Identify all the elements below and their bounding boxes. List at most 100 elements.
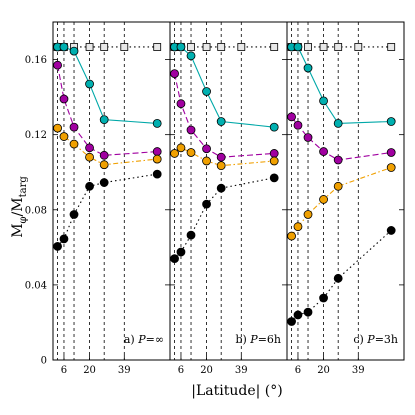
panel-label-eq: = <box>258 333 267 346</box>
data-point <box>186 230 196 240</box>
panel-2: 6 20 39 b) P=6h <box>169 21 288 376</box>
x-tick-label: 39 <box>235 365 248 376</box>
data-point <box>319 195 328 204</box>
data-point <box>59 42 69 52</box>
panel-label-value: ∞ <box>155 333 164 346</box>
data-point <box>202 43 211 51</box>
y-tick-label: 0.04 <box>25 280 47 291</box>
data-point <box>85 181 94 191</box>
data-point <box>170 69 179 79</box>
panel-label-eq: = <box>146 333 155 346</box>
data-point <box>333 119 343 128</box>
data-point <box>269 173 279 183</box>
data-point <box>99 150 109 160</box>
data-point <box>386 226 396 235</box>
series-line <box>174 147 275 167</box>
data-point <box>216 183 226 193</box>
data-point <box>303 133 313 142</box>
data-point <box>69 122 79 132</box>
data-point <box>152 119 162 128</box>
panel-label-value: 3h <box>384 333 398 346</box>
y-axis-title-sub-targ: targ <box>18 176 29 198</box>
series-line <box>291 116 392 161</box>
data-point <box>304 43 312 51</box>
y-tick-label: 0 <box>41 356 47 367</box>
x-tick-label: 6 <box>178 365 184 376</box>
data-point <box>100 43 109 51</box>
x-tick-label: 20 <box>83 365 96 376</box>
panel-label-var: P <box>249 333 258 346</box>
data-point <box>187 43 195 51</box>
data-point <box>152 154 162 164</box>
panel-1: 6 20 39 a) P=∞ <box>52 21 171 376</box>
x-tick-label: 39 <box>352 365 365 376</box>
data-point <box>293 222 303 232</box>
x-tick-label: 20 <box>317 365 330 376</box>
data-point <box>217 43 226 51</box>
y-axis-title-sub-phi: φ <box>18 216 29 223</box>
data-point <box>216 117 226 126</box>
data-point <box>85 152 94 162</box>
panel-label-prefix: b) <box>235 333 250 346</box>
data-point <box>176 143 186 153</box>
panel-3: 6 20 39 c) P=3h <box>286 21 405 376</box>
y-axis-title-denom: M <box>10 197 26 211</box>
data-point <box>69 210 79 219</box>
data-point <box>303 63 313 73</box>
x-axis-title: |Latitude| (°) <box>191 383 282 399</box>
panel-label: c) P=3h <box>353 333 398 346</box>
data-point <box>186 125 196 135</box>
data-point <box>176 42 186 52</box>
data-point <box>319 43 328 51</box>
series-line <box>174 177 275 259</box>
data-point <box>216 161 226 171</box>
data-point <box>202 87 211 96</box>
data-point <box>303 210 313 219</box>
panel-frame <box>169 21 288 361</box>
data-point <box>269 149 279 158</box>
data-point <box>186 51 196 61</box>
data-point <box>202 199 211 209</box>
data-point <box>120 43 129 51</box>
data-point <box>170 254 179 264</box>
data-point <box>69 46 79 56</box>
data-point <box>333 273 343 283</box>
data-point <box>153 43 162 51</box>
data-point <box>152 147 162 156</box>
series-line <box>291 167 392 237</box>
x-tick-label: 20 <box>200 365 213 376</box>
data-point <box>176 99 186 109</box>
series-line <box>291 46 392 124</box>
data-point <box>85 43 94 51</box>
data-point <box>53 123 62 133</box>
data-point <box>202 144 211 154</box>
data-point <box>176 247 186 257</box>
data-point <box>293 42 303 52</box>
x-tick-label: 6 <box>295 365 301 376</box>
x-tick-label: 6 <box>61 365 67 376</box>
panel-label-var: P <box>366 333 375 346</box>
panel-label-eq: = <box>375 333 384 346</box>
data-point <box>53 241 62 251</box>
data-point <box>287 317 296 326</box>
data-point <box>269 156 279 166</box>
data-point <box>387 43 396 51</box>
data-point <box>85 79 94 89</box>
data-point <box>319 147 328 156</box>
data-point <box>303 307 313 317</box>
data-point <box>386 148 396 157</box>
y-tick-label: 0.16 <box>25 55 47 66</box>
data-point <box>152 169 162 179</box>
data-point <box>186 148 196 157</box>
data-point <box>333 181 343 191</box>
series-line <box>174 73 275 158</box>
data-point <box>269 122 279 132</box>
y-axis-title-slash: / <box>10 211 26 216</box>
data-point <box>170 149 179 158</box>
panel-label-var: P <box>137 333 146 346</box>
panel-label-prefix: a) <box>124 333 138 346</box>
panel-frame <box>286 21 405 361</box>
data-point <box>386 163 396 172</box>
data-point <box>287 112 296 122</box>
panel-label-value: 6h <box>267 333 281 346</box>
